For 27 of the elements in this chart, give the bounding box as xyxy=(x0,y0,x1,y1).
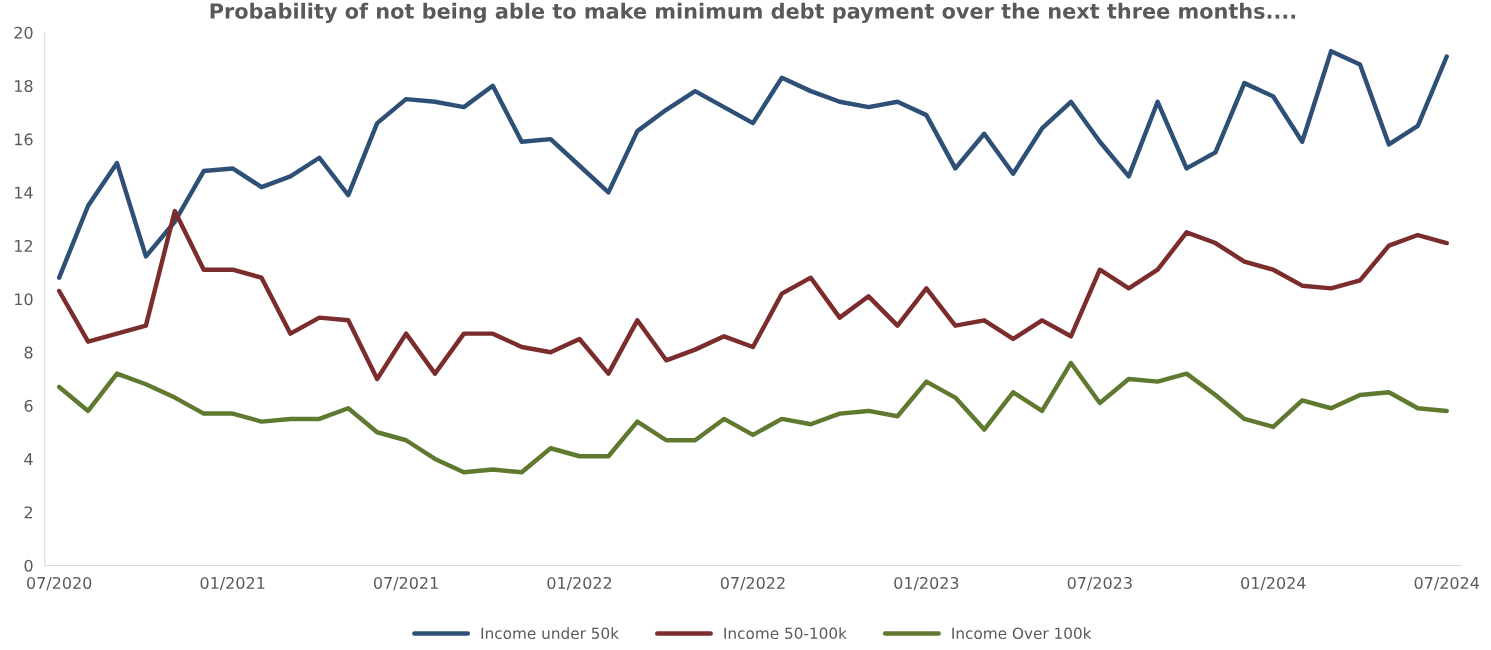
x-tick-label: 07/2021 xyxy=(373,576,438,591)
y-tick-label: 16 xyxy=(15,133,33,146)
y-tick-label: 12 xyxy=(15,239,33,252)
x-tick-label: 07/2020 xyxy=(27,576,92,591)
y-tick-label: 20 xyxy=(14,26,33,39)
x-tick-label: 07/2022 xyxy=(720,576,785,591)
y-tick-label: 14 xyxy=(15,186,33,199)
y-tick-label: 4 xyxy=(24,453,33,465)
line-series xyxy=(56,360,1449,475)
x-tick-label: 01/2024 xyxy=(1241,576,1306,591)
chart-title: Probability of not being able to make minimum debt payment over the next three months.... xyxy=(210,2,1296,24)
x-tick-label: 01/2022 xyxy=(547,576,612,591)
y-tick-label: 0 xyxy=(24,559,33,572)
line-series xyxy=(56,208,1449,382)
y-tick-label: 2 xyxy=(24,506,33,519)
y-tick-label: 6 xyxy=(24,399,33,412)
y-tick-label: 10 xyxy=(15,293,33,306)
x-tick-label: 01/2023 xyxy=(894,576,959,591)
line-series xyxy=(56,48,1449,280)
legend-label: Income under 50k xyxy=(481,627,619,640)
x-tick-label: 07/2023 xyxy=(1067,576,1132,591)
y-tick-label: 18 xyxy=(15,80,33,93)
legend-label: Income 50-100k xyxy=(724,627,847,640)
x-tick-label: 07/2024 xyxy=(1414,576,1480,591)
x-tick-label: 01/2021 xyxy=(200,576,265,591)
legend-label: Income Over 100k xyxy=(952,627,1092,640)
y-tick-label: 8 xyxy=(24,346,33,359)
